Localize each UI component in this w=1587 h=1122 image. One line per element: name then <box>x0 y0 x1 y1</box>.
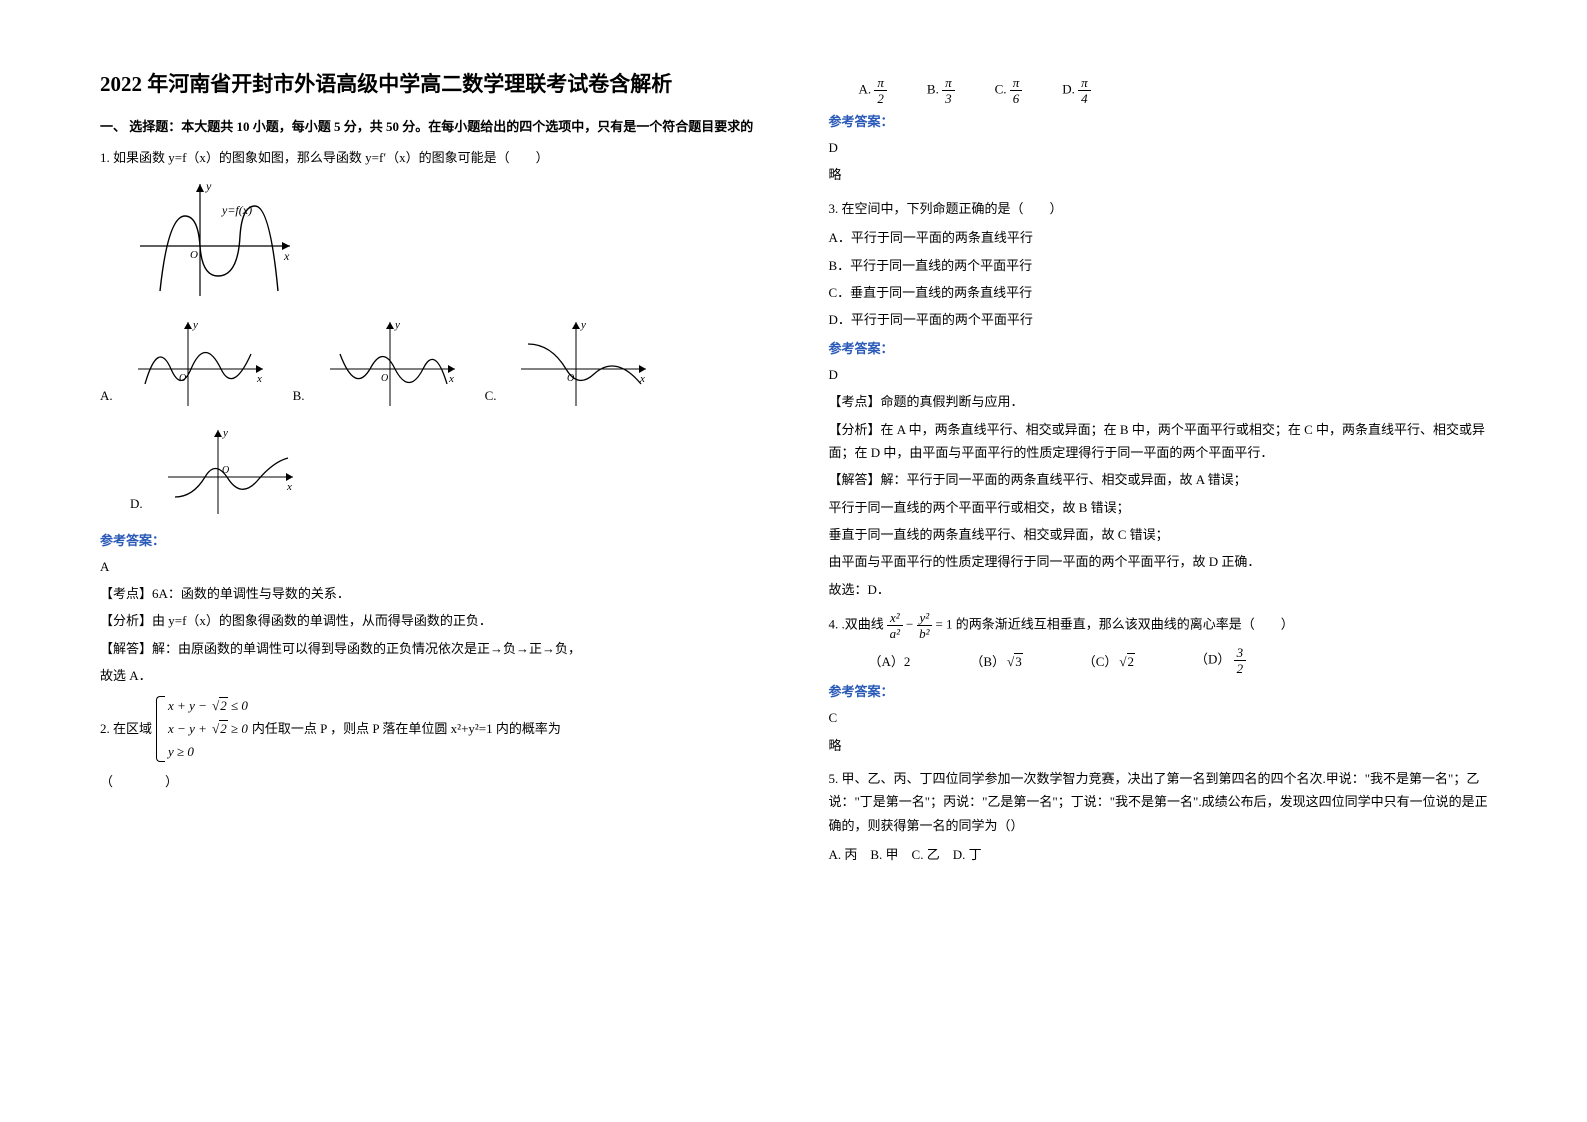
q4-opt-c: （C）2 <box>1083 651 1135 670</box>
q2-opt-a: A. <box>859 81 872 96</box>
svg-text:x: x <box>448 373 454 385</box>
q3-answer: D <box>829 363 1498 386</box>
q3-d: D．平行于同一平面的两个平面平行 <box>829 308 1498 331</box>
q4-opt-b: （B）3 <box>970 651 1022 670</box>
q3-b: B．平行于同一直线的两个平面平行 <box>829 254 1498 277</box>
q1-point: 【考点】6A：函数的单调性与导数的关系． <box>100 582 769 605</box>
q2-brief: 略 <box>829 163 1498 186</box>
q2-suffix1: 内任取一点 P ，则点 P 落在单位圆 x²+y²=1 内的概率为 <box>252 717 561 740</box>
q2-options: A. π2 B. π3 C. π6 D. π4 <box>859 76 1498 105</box>
q4-answer: C <box>829 706 1498 729</box>
svg-text:y: y <box>192 319 198 331</box>
q1-opt-a-graph: y x O <box>133 314 273 414</box>
q1-opt-d-label: D. <box>130 496 143 522</box>
q3-a: A．平行于同一平面的两条直线平行 <box>829 226 1498 249</box>
q5-text: 5. 甲、乙、丙、丁四位同学参加一次数学智力竞赛，决出了第一名到第四名的四个名次… <box>829 767 1498 837</box>
q3-sol3: 垂直于同一直线的两条直线平行、相交或异面，故 C 错误； <box>829 523 1498 546</box>
q1-opt-c-label: C. <box>485 388 497 414</box>
q2: 2. 在区域 x + y − 2 ≤ 0 x − y + 2 ≥ 0 y ≥ 0… <box>100 694 769 764</box>
svg-text:y: y <box>394 319 400 331</box>
q3-point: 【考点】命题的真假判断与应用． <box>829 390 1498 413</box>
q1-opt-b-label: B. <box>293 388 305 414</box>
q2-opt-b: B. <box>927 81 939 96</box>
q2-prefix: 2. 在区域 <box>100 717 152 740</box>
q1-so: 故选 A． <box>100 664 769 687</box>
svg-text:O: O <box>190 249 198 261</box>
svg-text:x: x <box>256 373 262 385</box>
q2-system: x + y − 2 ≤ 0 x − y + 2 ≥ 0 y ≥ 0 <box>156 694 248 764</box>
q3-sol1: 【解答】解：平行于同一平面的两条直线平行、相交或异面，故 A 错误； <box>829 468 1498 491</box>
q1-text: 1. 如果函数 y=f（x）的图象如图，那么导函数 y=f′（x）的图象可能是（… <box>100 146 769 169</box>
q4-answer-label: 参考答案： <box>829 681 1498 700</box>
q3-sol4: 由平面与平面平行的性质定理得行于同一平面的两个平面平行，故 D 正确． <box>829 550 1498 573</box>
q4-opt-a: （A）2 <box>869 651 911 670</box>
q4-options: （A）2 （B）3 （C）2 （D） 32 <box>869 646 1498 675</box>
q1-answer: A <box>100 555 769 578</box>
q1-answer-label: 参考答案： <box>100 530 769 549</box>
q4-prefix: 4. .双曲线 <box>829 617 884 632</box>
q2-answer-label: 参考答案： <box>829 111 1498 130</box>
q5-opts: A. 丙 B. 甲 C. 乙 D. 丁 <box>829 843 1498 866</box>
svg-text:x: x <box>286 481 292 493</box>
svg-text:y: y <box>580 319 586 331</box>
q1-opt-d-graph: y x O <box>163 422 303 522</box>
q2-answer: D <box>829 136 1498 159</box>
q4-opt-d: （D） 32 <box>1195 646 1246 675</box>
q3-sol2: 平行于同一直线的两个平面平行或相交，故 B 错误； <box>829 496 1498 519</box>
svg-text:y: y <box>222 427 228 439</box>
svg-text:O: O <box>381 373 388 384</box>
q3-c: C．垂直于同一直线的两条直线平行 <box>829 281 1498 304</box>
q3-analysis: 【分析】在 A 中，两条直线平行、相交或异面；在 B 中，两个平面平行或相交；在… <box>829 418 1498 465</box>
q1-opt-a-label: A. <box>100 388 113 414</box>
q1-sol: 【解答】解：由原函数的单调性可以得到导函数的正负情况依次是正→负→正→负， <box>100 637 769 660</box>
q3-answer-label: 参考答案： <box>829 338 1498 357</box>
q1-opt-b-graph: y x O <box>325 314 465 414</box>
q3-text: 3. 在空间中，下列命题正确的是（ ） <box>829 197 1498 220</box>
section-1-heading: 一、 选择题：本大题共 10 小题，每小题 5 分，共 50 分。在每小题给出的… <box>100 117 769 138</box>
q3-so: 故选：D． <box>829 578 1498 601</box>
q1-main-graph: y x O y=f(x) <box>130 176 769 306</box>
q4-brief: 略 <box>829 734 1498 757</box>
q4: 4. .双曲线 x²a² − y²b² = 1 的两条渐近线互相垂直，那么该双曲… <box>829 611 1498 640</box>
svg-text:y: y <box>205 179 212 193</box>
q1-analysis: 【分析】由 y=f（x）的图象得函数的单调性，从而得导函数的正负． <box>100 609 769 632</box>
page-title: 2022 年河南省开封市外语高级中学高二数学理联考试卷含解析 <box>100 70 769 99</box>
q2-suffix2: （ ） <box>100 770 769 793</box>
q2-opt-d: D. <box>1062 81 1075 96</box>
q4-suffix: 的两条渐近线互相垂直，那么该双曲线的离心率是（ ） <box>956 617 1294 632</box>
q1-opt-c-graph: y x O <box>516 314 656 414</box>
svg-text:x: x <box>283 249 290 263</box>
q2-opt-c: C. <box>995 81 1007 96</box>
